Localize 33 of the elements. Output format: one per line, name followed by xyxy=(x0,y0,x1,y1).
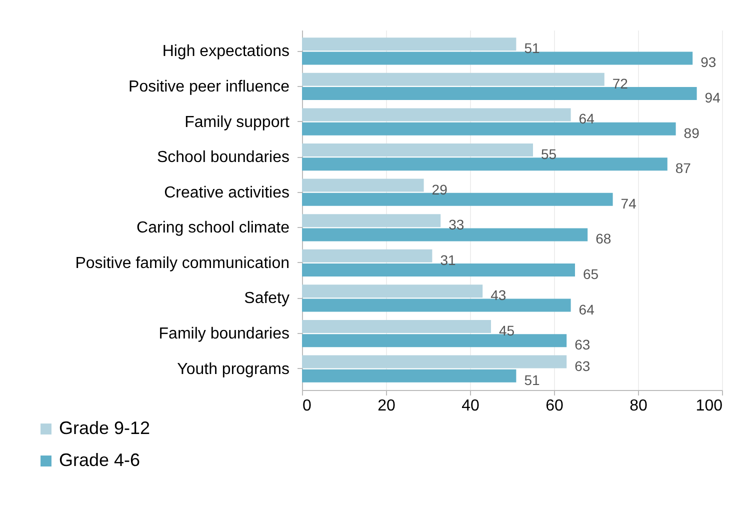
y-tick-label: Positive family communication xyxy=(75,254,290,272)
data-label: 63 xyxy=(574,358,590,374)
data-label: 64 xyxy=(578,301,595,318)
y-tick-label: Safety xyxy=(244,290,290,308)
legend-label: Grade 4-6 xyxy=(59,450,140,470)
y-tick-label: Family boundaries xyxy=(158,326,290,343)
y-tick-label: Family support xyxy=(184,114,290,131)
y-tick-label: High expectations xyxy=(162,43,290,60)
data-label: 74 xyxy=(620,195,637,212)
data-label: 64 xyxy=(578,110,595,127)
x-tick-label: 100 xyxy=(696,398,723,414)
y-tick-label: Youth programs xyxy=(177,360,290,378)
data-label: 51 xyxy=(524,40,540,56)
x-tick-label: 0 xyxy=(302,398,312,414)
data-label: 94 xyxy=(704,90,721,106)
data-label: 63 xyxy=(574,336,590,353)
x-tick-label: 20 xyxy=(378,398,396,414)
data-label: 65 xyxy=(583,266,599,282)
x-tick-label: 80 xyxy=(630,398,648,414)
data-label: 68 xyxy=(596,230,612,247)
y-tick-label: Caring school climate xyxy=(136,220,290,237)
y-tick-label: Positive peer influence xyxy=(128,78,290,96)
data-label: 93 xyxy=(700,54,716,70)
legend-label: Grade 9-12 xyxy=(59,418,150,438)
y-tick-label: Creative activities xyxy=(164,184,290,202)
x-tick-label: 40 xyxy=(462,398,480,414)
data-label: 33 xyxy=(448,216,464,233)
data-label: 87 xyxy=(675,160,692,176)
data-label: 43 xyxy=(490,287,506,304)
x-tick-label: 60 xyxy=(546,398,564,414)
data-label: 89 xyxy=(684,124,700,141)
y-tick-label: School boundaries xyxy=(156,149,290,166)
data-label: 51 xyxy=(524,372,540,388)
